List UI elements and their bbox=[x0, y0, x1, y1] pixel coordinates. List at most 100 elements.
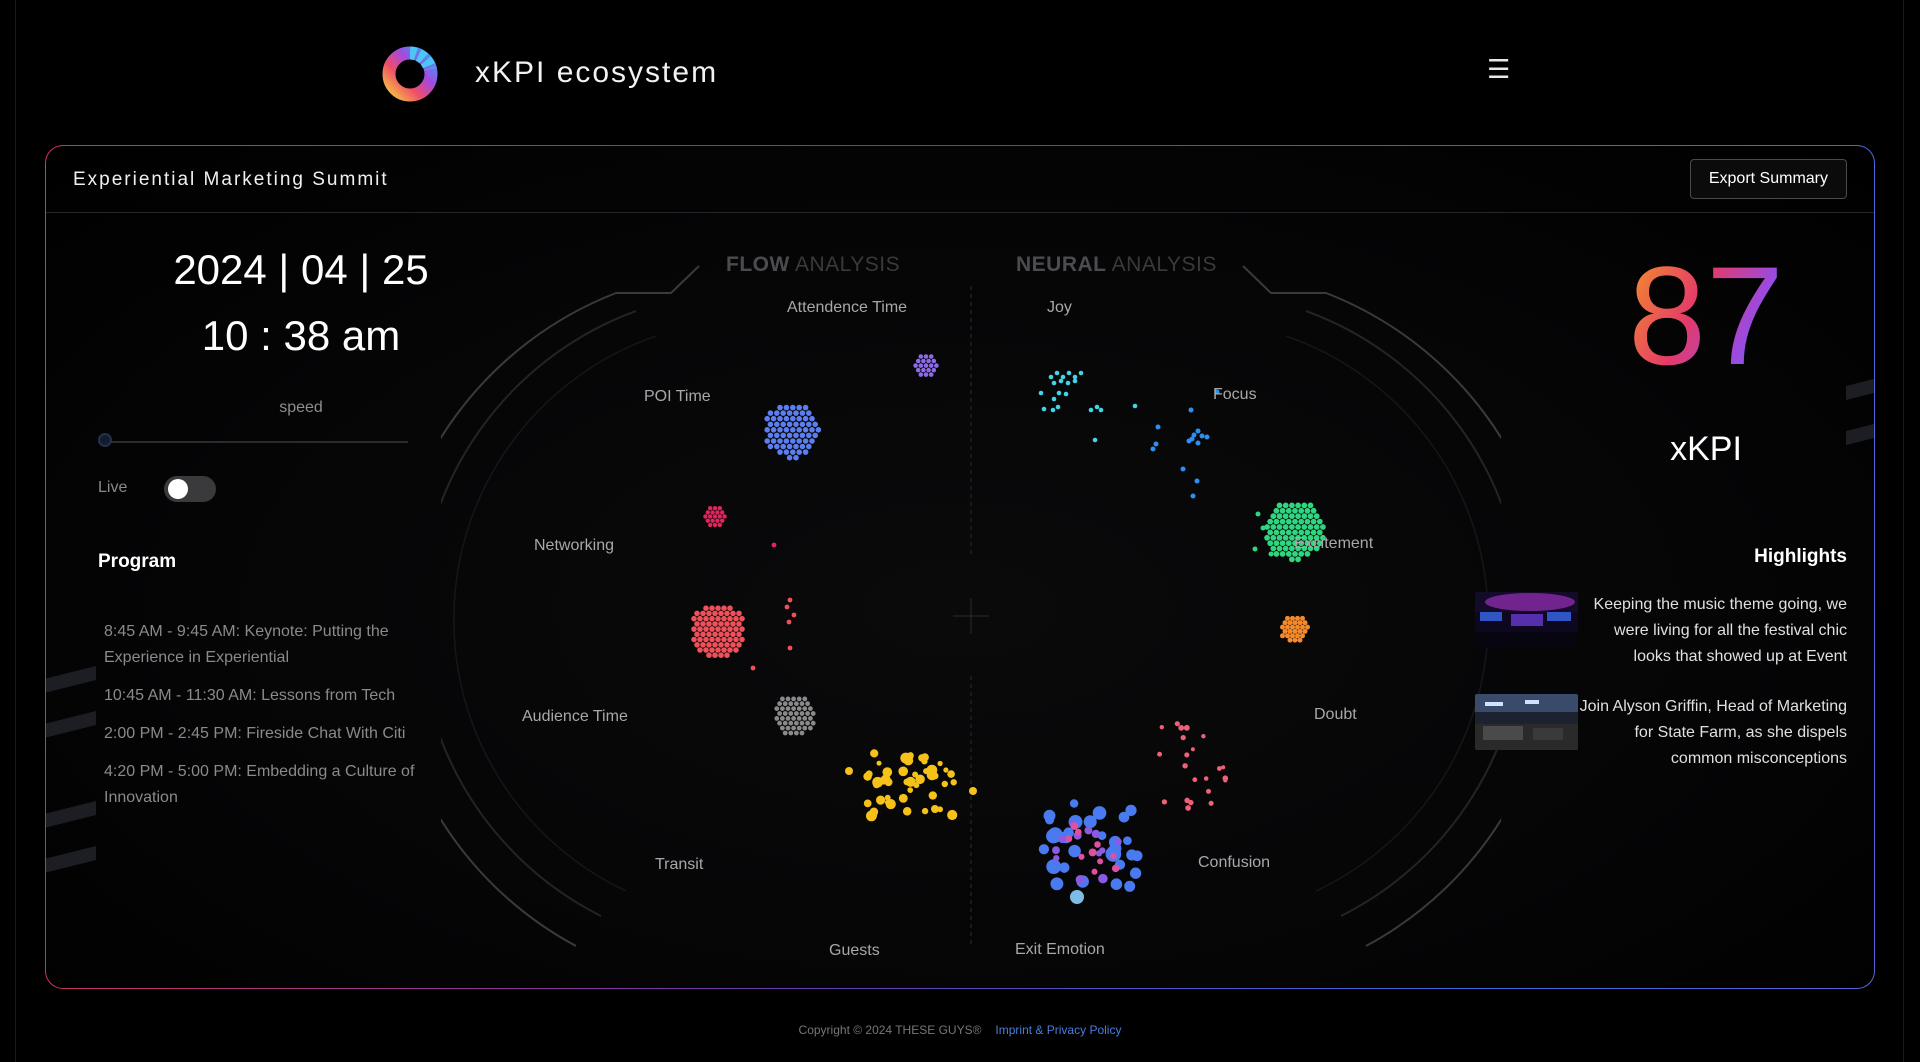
live-toggle[interactable] bbox=[164, 476, 216, 502]
imprint-privacy-link[interactable]: Imprint & Privacy Policy bbox=[995, 1023, 1122, 1037]
audience-dot bbox=[724, 642, 730, 648]
program-list: 8:45 AM - 9:45 AM: Keynote: Putting the … bbox=[104, 619, 424, 823]
confusion-dot bbox=[1192, 777, 1198, 783]
excitement-dot bbox=[1289, 556, 1295, 563]
joy-dot bbox=[1048, 374, 1054, 380]
excitement-dot bbox=[1267, 518, 1274, 525]
poi-dot bbox=[777, 449, 783, 455]
confusion-label: Confusion bbox=[1198, 854, 1271, 871]
audience-dot bbox=[715, 636, 721, 643]
guests-dot bbox=[885, 799, 896, 810]
exit-emotion-label: Exit Emotion bbox=[1015, 941, 1105, 958]
hamburger-menu-icon[interactable]: ☰ bbox=[1487, 54, 1511, 84]
audience-dot bbox=[709, 647, 715, 653]
excitement-dot bbox=[1304, 551, 1311, 557]
highlights-heading: Highlights bbox=[1754, 546, 1847, 567]
transit-dot bbox=[788, 730, 794, 736]
confusion-dot bbox=[1178, 725, 1185, 731]
exit-dot bbox=[1091, 829, 1101, 839]
audience-time-label: Audience Time bbox=[522, 708, 628, 725]
poi-dot bbox=[770, 438, 777, 444]
joy-dot bbox=[1092, 437, 1098, 443]
left-arc-inner bbox=[441, 310, 637, 917]
audience-dot bbox=[691, 636, 697, 643]
transit-dot bbox=[785, 725, 791, 731]
app-title: xKPI ecosystem bbox=[475, 56, 719, 89]
audience-dot bbox=[733, 615, 739, 622]
excitement-dot bbox=[1301, 524, 1308, 530]
copyright-text: Copyright © 2024 THESE GUYS® bbox=[798, 1023, 982, 1037]
transit-dot bbox=[808, 716, 813, 721]
doubt-dot bbox=[1302, 620, 1308, 626]
poi-dot bbox=[783, 427, 790, 433]
speed-slider-thumb[interactable] bbox=[98, 433, 112, 447]
poi-dot bbox=[770, 415, 777, 422]
excitement-dot bbox=[1304, 507, 1311, 514]
transit-dot bbox=[810, 711, 816, 716]
doubt-dot bbox=[1297, 637, 1303, 643]
highlight-item[interactable]: Join Alyson Griffin, Head of Marketing f… bbox=[1475, 694, 1847, 767]
excitement-dot bbox=[1289, 502, 1295, 509]
highlight-item[interactable]: Keeping the music theme going, we were l… bbox=[1475, 592, 1847, 665]
guests-dot bbox=[845, 767, 853, 775]
transit-dot bbox=[780, 716, 785, 721]
excitement-dot bbox=[1279, 540, 1286, 547]
confusion-dot bbox=[1183, 724, 1190, 731]
background-stripe bbox=[1846, 411, 1874, 445]
exit-dot bbox=[1092, 806, 1107, 820]
flow-analysis-title: FLOW ANALYSIS bbox=[726, 253, 901, 276]
poi-dot bbox=[777, 404, 783, 411]
joy-dot bbox=[1072, 378, 1078, 384]
exit-dot bbox=[1114, 838, 1122, 846]
poi-dot bbox=[786, 443, 793, 450]
poi-dot bbox=[780, 421, 786, 428]
right-arc-inner bbox=[1305, 310, 1501, 917]
excitement-dot bbox=[1310, 540, 1317, 547]
poi-dot bbox=[812, 421, 818, 428]
audience-dot bbox=[736, 610, 742, 617]
transit-dot bbox=[774, 706, 780, 711]
audience-dot bbox=[733, 636, 739, 643]
doubt-dot bbox=[1300, 615, 1305, 621]
excitement-dot bbox=[1307, 545, 1314, 552]
transit-dot bbox=[774, 716, 780, 721]
poi-dot bbox=[790, 427, 796, 433]
guests-dot bbox=[928, 791, 937, 800]
transit-dot bbox=[796, 716, 802, 721]
guests-dot bbox=[903, 778, 910, 786]
export-summary-button[interactable]: Export Summary bbox=[1689, 159, 1847, 199]
networking-dot bbox=[708, 506, 713, 511]
guests-dot bbox=[884, 794, 891, 801]
networking-dot bbox=[712, 506, 718, 511]
background-stripe bbox=[46, 666, 96, 700]
doubt-dot bbox=[1295, 624, 1300, 630]
attendence-dot bbox=[923, 354, 929, 359]
exit-dot bbox=[1078, 853, 1085, 860]
audience-dot bbox=[724, 631, 730, 638]
excitement-dot bbox=[1289, 534, 1295, 541]
excitement-dot bbox=[1252, 546, 1258, 552]
audience-dot bbox=[706, 631, 712, 638]
poi-dot bbox=[774, 410, 780, 416]
speed-slider-track[interactable] bbox=[98, 441, 408, 443]
joy-dot bbox=[1051, 380, 1057, 386]
guests-dot bbox=[870, 749, 879, 758]
doubt-dot bbox=[1280, 624, 1285, 630]
excitement-dot bbox=[1273, 551, 1280, 557]
excitement-dot bbox=[1310, 507, 1317, 514]
attendence-dot bbox=[923, 363, 929, 368]
window-edge-right bbox=[1903, 0, 1904, 1062]
transit-dot bbox=[782, 730, 788, 736]
poi-dot bbox=[809, 415, 815, 422]
excitement-dot bbox=[1313, 524, 1320, 530]
left-arc-frame bbox=[441, 265, 700, 947]
excitement-dot bbox=[1260, 525, 1266, 531]
joy-dot bbox=[1050, 407, 1056, 413]
excitement-dot bbox=[1298, 518, 1305, 525]
attendence-dot bbox=[926, 367, 931, 373]
poi-dot bbox=[786, 421, 793, 428]
doubt-dot bbox=[1292, 628, 1298, 634]
excitement-dot bbox=[1264, 534, 1270, 541]
audience-dot bbox=[712, 631, 718, 638]
confusion-dot bbox=[1184, 797, 1190, 804]
